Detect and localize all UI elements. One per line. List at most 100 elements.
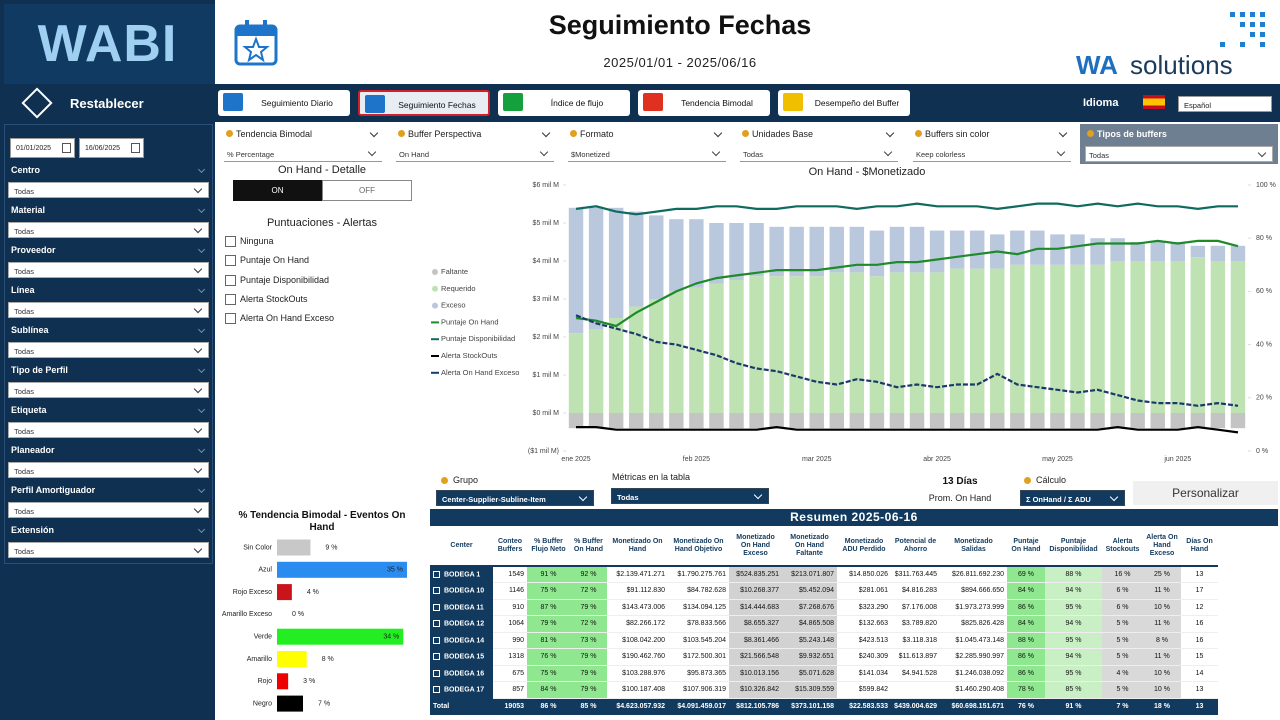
expand-box[interactable] — [433, 686, 440, 694]
slicer-dropdown[interactable]: Keep colorless — [913, 146, 1071, 162]
table-cell: 88 % — [1045, 566, 1102, 583]
slicer-chevron-box — [708, 127, 728, 139]
filter-dropdown[interactable]: Todas — [8, 262, 209, 278]
legend-swatch — [432, 269, 438, 275]
cell-text: $4.941.528 — [901, 669, 937, 677]
column-header[interactable]: Monetizado On Hand — [607, 526, 668, 567]
bar-segment — [1190, 245, 1206, 258]
date-from[interactable]: 01/01/2025 — [10, 138, 75, 158]
column-header[interactable]: Monetizado On Hand Exceso — [729, 526, 782, 567]
cell-text: $1.045.473.148 — [955, 636, 1004, 644]
toggle-on[interactable]: ON — [233, 180, 322, 201]
column-header[interactable]: Puntaje Disponibilidad — [1045, 526, 1102, 567]
expand-box[interactable] — [433, 669, 440, 677]
table-row: BODEGA 10 1146 75 % 72 % $91.112.830 $84.782.… — [430, 582, 1218, 600]
key-icon — [570, 130, 577, 137]
table-cell: 11 % — [1143, 648, 1181, 666]
checkbox[interactable] — [225, 293, 236, 305]
checkbox[interactable] — [225, 236, 236, 247]
column-header[interactable]: Monetizado On Hand Faltante — [782, 526, 837, 567]
column-header[interactable]: Monetizado On Hand Objetivo — [668, 526, 729, 567]
cell-text: $4.816.283 — [901, 587, 937, 595]
row-header[interactable]: BODEGA 16 — [430, 665, 493, 682]
expand-box[interactable] — [433, 653, 440, 661]
row-header[interactable]: BODEGA 12 — [430, 615, 493, 632]
control-dropdown[interactable]: Σ OnHand / Σ ADU — [1020, 490, 1125, 506]
column-header[interactable]: Alerta Stockouts — [1102, 526, 1143, 567]
filter-dropdown[interactable]: Todas — [8, 462, 209, 478]
column-header[interactable]: Puntaje On Hand — [1007, 526, 1045, 567]
y-tick-label: $2 mil M — [533, 334, 560, 341]
filter-dropdown[interactable]: Todas — [8, 422, 209, 438]
checkbox[interactable] — [225, 313, 236, 325]
bar-segment — [588, 329, 604, 413]
chevron — [369, 128, 379, 138]
checkbox[interactable] — [225, 255, 236, 267]
filter-dropdown[interactable]: Todas — [8, 382, 209, 398]
date-to[interactable]: 16/06/2025 — [79, 138, 144, 158]
slicer-dropdown[interactable]: On Hand — [396, 146, 554, 162]
cell-text: $1.973.273.999 — [955, 603, 1004, 611]
column-header[interactable]: % Buffer Flujo Neto — [527, 526, 570, 567]
bar-segment — [809, 413, 824, 429]
nav-button[interactable]: Seguimiento Diario — [218, 90, 350, 116]
checkbox[interactable] — [225, 274, 236, 286]
column-header[interactable]: Conteo Buffers — [493, 526, 527, 567]
row-header[interactable]: BODEGA 11 — [430, 599, 493, 616]
cell-text: 16 % — [1114, 571, 1131, 578]
toggle-off[interactable]: OFF — [322, 180, 412, 201]
personalizar-button[interactable]: Personalizar — [1133, 481, 1278, 505]
reset-button[interactable]: Restablecer — [70, 96, 144, 111]
column-header[interactable]: Monetizado Salidas — [940, 526, 1007, 567]
expand-box[interactable] — [433, 571, 440, 579]
column-header[interactable]: Potencial de Ahorro — [891, 526, 940, 567]
slicer-dropdown[interactable]: Todas — [1085, 146, 1273, 162]
cell-text: $524.835.251 — [736, 571, 779, 578]
bar-segment — [849, 226, 865, 273]
table-cell: 78 % — [1007, 681, 1045, 699]
filter-label: Tipo de Perfil — [11, 365, 68, 375]
nav-button[interactable]: Seguimiento Fechas — [358, 90, 490, 116]
column-header[interactable]: Center — [430, 526, 493, 567]
chevron — [1056, 147, 1066, 157]
table-cell: $8.361.466 — [729, 632, 782, 649]
column-header[interactable]: Alerta On Hand Exceso — [1143, 526, 1181, 567]
filter-dropdown[interactable]: Todas — [8, 302, 209, 318]
slicer-dropdown[interactable]: $Monetized — [568, 146, 726, 162]
nav-button[interactable]: Tendencia Bimodal — [638, 90, 770, 116]
checkbox-label: Alerta On Hand Exceso — [240, 313, 335, 324]
filter-dropdown[interactable]: Todas — [8, 342, 209, 358]
expand-box[interactable] — [433, 636, 440, 644]
row-header[interactable]: BODEGA 1 — [430, 566, 493, 583]
row-header[interactable]: BODEGA 17 — [430, 681, 493, 698]
nav-button[interactable]: Desempeño del Buffer — [778, 90, 910, 116]
control-dropdown[interactable]: Todas — [611, 488, 769, 504]
table-cell: 79 % — [570, 665, 607, 682]
language-dropdown[interactable]: Español — [1178, 96, 1272, 112]
expand-box[interactable] — [433, 603, 440, 611]
row-header[interactable]: BODEGA 10 — [430, 582, 493, 599]
filter-dropdown[interactable]: Todas — [8, 502, 209, 518]
cell-text: 990 — [512, 636, 524, 644]
nav-button[interactable]: Índice de flujo — [498, 90, 630, 116]
slicer-dropdown[interactable]: % Percentage — [224, 146, 382, 162]
control-dropdown[interactable]: Center-Supplier-Subline-Item — [436, 490, 594, 506]
column-header[interactable]: Días On Hand — [1181, 526, 1218, 567]
y2-tick-label: 60 % — [1256, 288, 1272, 295]
bar-segment — [1090, 413, 1105, 429]
filter-dropdown[interactable]: Todas — [8, 182, 209, 198]
table-cell: $11.613.897 — [891, 648, 940, 666]
bar-segment — [1050, 264, 1065, 413]
expand-box[interactable] — [433, 587, 440, 595]
cell-text: 5 % — [1116, 653, 1129, 661]
brand-solutions: solutions — [1130, 50, 1233, 80]
slicer-dropdown[interactable]: Todas — [740, 146, 898, 162]
row-header[interactable]: BODEGA 14 — [430, 632, 493, 649]
filter-dropdown[interactable]: Todas — [8, 222, 209, 238]
column-header[interactable]: Monetizado ADU Perdido — [837, 526, 891, 567]
expand-box[interactable] — [433, 620, 440, 628]
column-header[interactable]: % Buffer On Hand — [570, 526, 607, 567]
row-header[interactable]: BODEGA 15 — [430, 648, 493, 665]
filter-dropdown[interactable]: Todas — [8, 542, 209, 558]
calendar-ring — [245, 20, 249, 30]
